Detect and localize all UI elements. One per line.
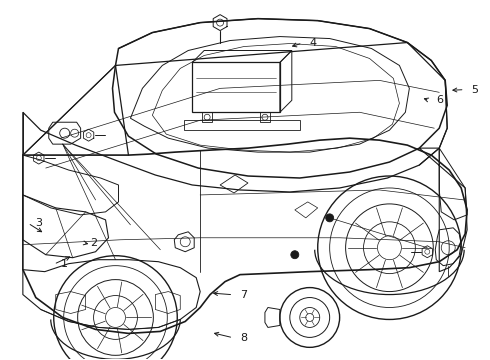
Text: 2: 2 [90, 238, 97, 248]
Text: 5: 5 [471, 85, 479, 95]
Circle shape [326, 214, 334, 222]
Circle shape [291, 251, 299, 259]
Text: 6: 6 [437, 95, 443, 105]
Text: 1: 1 [61, 259, 68, 269]
Text: 7: 7 [240, 290, 247, 300]
Text: 8: 8 [240, 333, 247, 343]
Text: 3: 3 [35, 218, 42, 228]
Text: 4: 4 [310, 38, 317, 48]
